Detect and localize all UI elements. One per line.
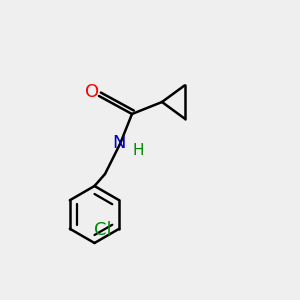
- Text: Cl: Cl: [94, 221, 112, 239]
- Text: H: H: [132, 143, 144, 158]
- Text: N: N: [112, 134, 125, 152]
- Text: O: O: [85, 83, 100, 101]
